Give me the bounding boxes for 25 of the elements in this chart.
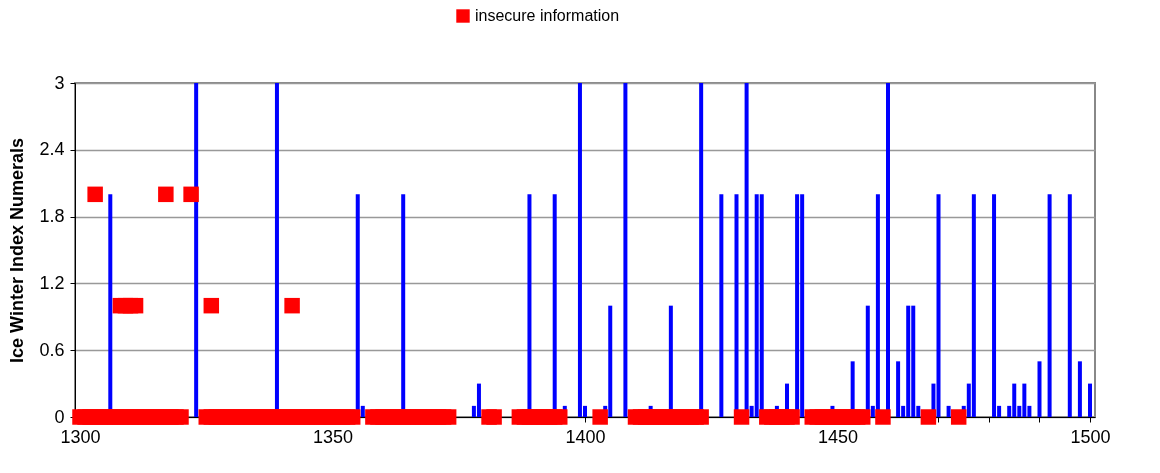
bar: [1047, 194, 1052, 417]
bar: [476, 383, 481, 417]
x-tick-label: 1350: [312, 426, 354, 447]
x-tick-label: 1300: [60, 426, 101, 447]
x-tick-label: 1400: [565, 426, 606, 447]
bar: [1067, 194, 1072, 417]
bar: [992, 194, 997, 417]
bar: [896, 361, 901, 417]
y-tick-label: 1.8: [39, 206, 65, 227]
bar: [623, 83, 628, 417]
y-tick-label: 0.6: [39, 339, 65, 360]
bar: [1088, 383, 1092, 417]
y-axis-title: Ice Winter Index Numerals: [7, 138, 28, 363]
x-tick-label: 1500: [1070, 426, 1111, 447]
y-tick-label: 2.4: [39, 139, 65, 160]
bar: [1077, 361, 1082, 417]
y-tick-label: 0: [54, 406, 65, 427]
bar: [719, 194, 724, 417]
y-tick-label: 1.2: [39, 272, 65, 293]
bar: [1037, 361, 1042, 417]
legend-label: insecure information: [475, 7, 620, 24]
y-tick-label: 3: [54, 72, 65, 93]
bar: [971, 194, 976, 417]
bar: [936, 194, 941, 417]
x-tick-label: 1450: [817, 426, 859, 447]
